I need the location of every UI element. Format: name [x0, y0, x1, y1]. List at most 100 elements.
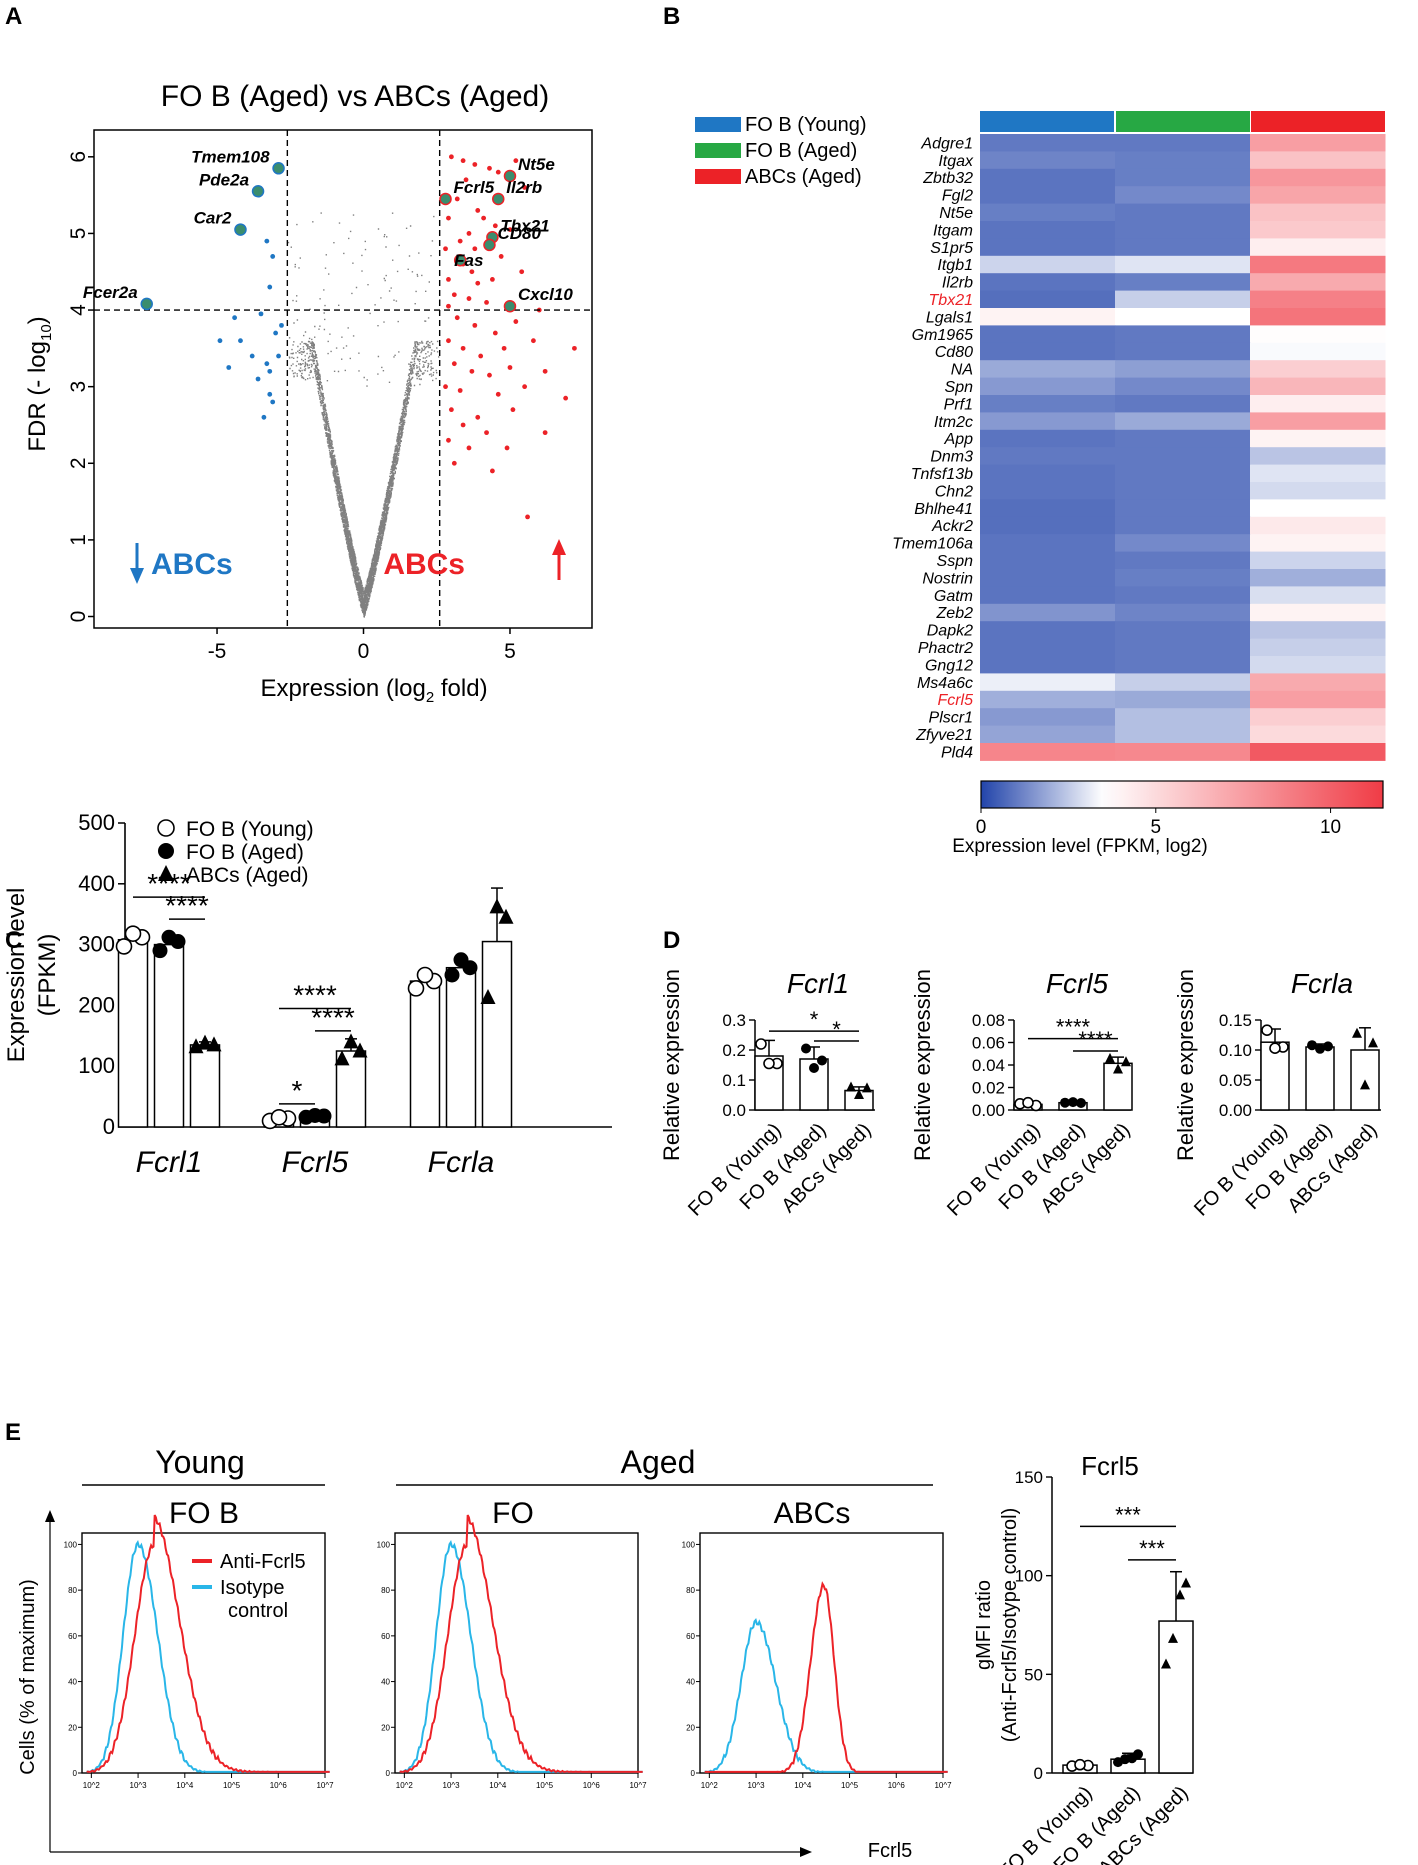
gene-row-label: Spn [945, 379, 974, 396]
heatmap-legend: FO B (Young) FO B (Aged) ABCs (Aged) [695, 114, 867, 188]
open-circle-point [1269, 1042, 1281, 1054]
heatmap-cell [1115, 290, 1251, 309]
column-group-bar [1116, 111, 1250, 132]
y-tick-label: 0.05 [1219, 1071, 1252, 1090]
open-circle-point [416, 966, 434, 984]
up-regulated-point [454, 315, 460, 321]
c-bar [445, 966, 477, 1128]
panel-letter-e: E [5, 1419, 21, 1446]
histogram-x-tick-label: 10^6 [270, 1781, 288, 1790]
heatmap-cell [1250, 499, 1386, 518]
gene-row-label: NA [951, 362, 973, 379]
up-regulated-point [572, 345, 577, 351]
up-regulated-point [469, 269, 475, 275]
down-regulated-point [273, 330, 279, 336]
up-regulated-point [504, 445, 510, 451]
up-regulated-point [451, 460, 457, 466]
chart-title: Fcrl1 [787, 968, 849, 999]
open-circle-point [124, 925, 142, 942]
c-y-tick-label: 200 [78, 992, 115, 1017]
c-bar [481, 940, 513, 1128]
histogram-x-tick-label: 10^7 [934, 1781, 952, 1790]
colorbar-tick-label: 0 [976, 817, 987, 838]
up-regulated-point [542, 430, 548, 436]
heatmap-cell [980, 395, 1116, 413]
heatmap-cell [1115, 186, 1251, 205]
heatmap-cell [1115, 395, 1251, 413]
heatmap-cell [1250, 673, 1386, 692]
isotype-curve [399, 1540, 643, 1773]
heatmap-cell [1250, 360, 1386, 379]
histogram-y-tick-label: 40 [686, 1678, 695, 1687]
highlighted-gene-point [251, 185, 265, 198]
gene-row-label: Lgals1 [926, 309, 973, 326]
heatmap-panel: FO B (Young) FO B (Aged) ABCs (Aged) Adg… [695, 111, 1386, 857]
c-bar [409, 980, 441, 1128]
histogram-frame [394, 1532, 639, 1774]
heatmap-cell [1115, 673, 1251, 692]
histogram-fo: FO 0 20 40 60 80 100 10^2 10^3 10^4 10^5 10^6 10^7 [377, 1497, 647, 1790]
down-arrow-annotation: ABCs [130, 543, 233, 584]
heatmap-cell [1115, 551, 1251, 570]
panel-letter-d: D [663, 927, 680, 954]
gene-label: Tbx21 [500, 216, 549, 235]
heatmap-cell [980, 360, 1116, 379]
c-legend-label: FO B (Aged) [186, 841, 304, 864]
x-tick-label: 0 [358, 640, 370, 663]
legend-label-abcs-aged: ABCs (Aged) [745, 166, 862, 188]
heatmap-cell [980, 603, 1116, 622]
highlighted-gene-point [503, 299, 517, 313]
heatmap-cell [1115, 516, 1251, 535]
up-regulated-point [513, 319, 519, 324]
open-circle-point [270, 1108, 288, 1126]
down-regulated-point [258, 311, 264, 317]
filled-circle-point [307, 1107, 323, 1123]
gene-label: Cxcl10 [518, 285, 573, 304]
heatmap-cell [1250, 743, 1386, 761]
significance-stars: *** [1139, 1536, 1165, 1561]
heatmap-cell [980, 656, 1116, 674]
heatmap-cell [1250, 203, 1386, 222]
gene-row-label: Chn2 [935, 483, 973, 500]
heatmap-cell [980, 673, 1116, 692]
anti-fcrl5-curve [704, 1581, 948, 1773]
c-y-tick-label: 0 [103, 1114, 115, 1139]
gene-row-label: Itgb1 [937, 257, 973, 274]
down-regulated-point [264, 238, 270, 244]
down-regulated-point [226, 365, 232, 370]
column-group-bar [1251, 111, 1385, 132]
highlighted-gene-point [272, 162, 285, 175]
heatmap-cell [1115, 569, 1251, 587]
up-regulated-point [472, 162, 478, 167]
histogram-y-tick-label: 60 [381, 1632, 390, 1641]
open-circle-point [755, 1038, 767, 1050]
histogram-y-tick-label: 0 [691, 1769, 696, 1778]
significance-stars: **** [165, 890, 209, 921]
y-tick-label: 1 [67, 534, 90, 546]
gene-row-label: Fcrl5 [937, 692, 973, 709]
heatmap-cell [1115, 273, 1251, 292]
gene-label: Nt5e [518, 155, 555, 174]
y-tick-label: 0.3 [722, 1011, 746, 1030]
down-abcs-label: ABCs [151, 548, 233, 581]
legend-label-fo-aged: FO B (Aged) [745, 140, 857, 162]
gene-row-label: Adgre1 [920, 135, 973, 152]
heatmap-cell [1115, 238, 1251, 257]
histogram-y-tick-label: 60 [686, 1632, 695, 1641]
gene-row-label: Prf1 [944, 396, 973, 413]
down-regulated-point [232, 315, 238, 321]
histogram-frame [699, 1532, 944, 1774]
heatmap-cell [1115, 482, 1251, 500]
up-regulated-point [490, 277, 495, 282]
histogram-x-tick-label: 10^4 [489, 1781, 507, 1790]
gene-row-label: Zeb2 [936, 605, 974, 622]
up-regulated-point [457, 238, 463, 244]
gene-label: Fcer2a [83, 283, 138, 302]
colorbar-tick-label: 5 [1150, 817, 1161, 838]
histogram-y-tick-label: 0 [73, 1769, 78, 1778]
filled-circle-point [158, 843, 174, 859]
heatmap-cell [1115, 221, 1251, 239]
heatmap-cell [980, 621, 1116, 640]
qpcr-fcrl5-chart: Fcrl5 0.00 0.02 0.04 0.06 0.08 Relative expres… [910, 968, 1135, 1221]
heatmap-cell [1115, 499, 1251, 518]
